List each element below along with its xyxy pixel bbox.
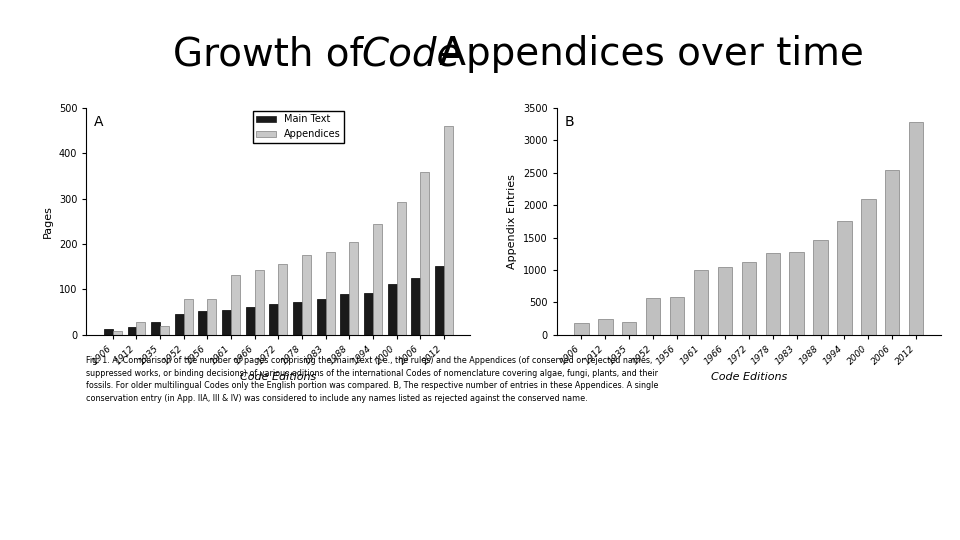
Bar <box>136 322 146 335</box>
Bar <box>113 331 122 335</box>
Bar <box>598 319 612 335</box>
Bar <box>396 202 406 335</box>
Bar <box>317 299 325 335</box>
Bar <box>341 294 349 335</box>
Text: Code: Code <box>361 35 461 73</box>
Bar <box>861 199 876 335</box>
Bar <box>293 302 302 335</box>
Bar <box>622 322 636 335</box>
Y-axis label: Pages: Pages <box>43 205 54 238</box>
Bar <box>574 323 588 335</box>
Bar <box>254 270 264 335</box>
Bar <box>837 221 852 335</box>
Bar <box>325 252 335 335</box>
Bar <box>388 284 396 335</box>
Bar <box>175 314 183 335</box>
Bar <box>349 242 358 335</box>
Bar <box>765 253 780 335</box>
Bar <box>373 224 382 335</box>
Bar <box>183 299 193 335</box>
Bar <box>789 252 804 335</box>
Bar <box>694 270 708 335</box>
Bar <box>646 298 660 335</box>
Bar <box>420 172 429 335</box>
X-axis label: Code Editions: Code Editions <box>240 372 317 382</box>
Bar <box>435 266 444 335</box>
Bar <box>813 240 828 335</box>
Bar <box>278 264 287 335</box>
Bar <box>128 327 136 335</box>
Bar <box>104 329 113 335</box>
Y-axis label: Appendix Entries: Appendix Entries <box>508 174 517 269</box>
Text: A: A <box>94 115 104 129</box>
Bar <box>222 310 231 335</box>
Bar <box>742 262 756 335</box>
Text: Appendices over time: Appendices over time <box>427 35 864 73</box>
Text: Growth of: Growth of <box>173 35 375 73</box>
Bar <box>909 122 924 335</box>
Bar <box>199 311 207 335</box>
Bar <box>885 170 900 335</box>
Bar <box>364 293 373 335</box>
Bar <box>246 307 254 335</box>
Bar <box>270 304 278 335</box>
Text: Fig. 1. A, Comparison of the number of pages comprising the main text (i.e., the: Fig. 1. A, Comparison of the number of p… <box>86 356 659 403</box>
Bar <box>302 255 311 335</box>
Text: B: B <box>564 115 574 129</box>
Bar <box>444 126 453 335</box>
Bar <box>670 296 684 335</box>
Bar <box>160 326 169 335</box>
X-axis label: Code Editions: Code Editions <box>710 372 787 382</box>
Bar <box>411 278 420 335</box>
Bar <box>151 322 160 335</box>
Bar <box>207 299 216 335</box>
Bar <box>231 275 240 335</box>
Bar <box>718 267 732 335</box>
Legend: Main Text, Appendices: Main Text, Appendices <box>252 111 345 143</box>
